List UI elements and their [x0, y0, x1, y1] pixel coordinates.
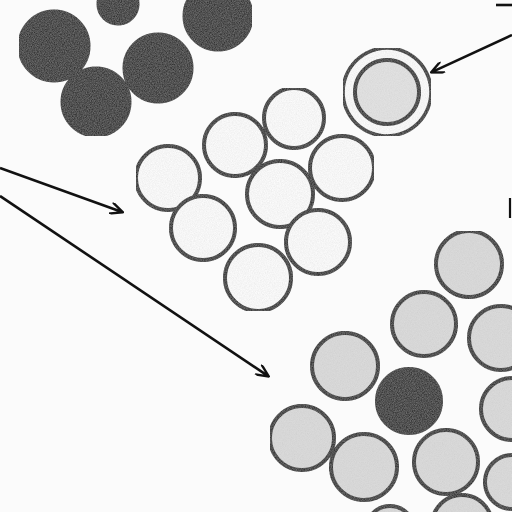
open-particle [284, 208, 352, 276]
open-particle [308, 134, 376, 202]
dark-particle [122, 32, 194, 104]
dark-particle [182, 0, 254, 52]
open-particle [202, 112, 268, 178]
gray-particle [467, 304, 512, 372]
inner-particle [353, 58, 421, 126]
gray-cluster [268, 229, 512, 512]
gray-particle [371, 504, 409, 512]
gray-particle [329, 432, 399, 502]
open-cluster [134, 86, 376, 313]
open-particle [134, 144, 202, 212]
gray-particle [483, 453, 512, 511]
gray-particle [310, 331, 380, 401]
dark-particle [60, 66, 132, 138]
dark-cluster [17, 0, 254, 138]
open-particle [223, 243, 293, 313]
dark-particle [96, 0, 140, 26]
dark-particle [375, 367, 443, 435]
arrow-to-gray [0, 194, 268, 376]
gray-particle [390, 290, 458, 358]
arrows [0, 3, 512, 376]
gray-particle [479, 376, 512, 442]
gray-particle [432, 493, 492, 512]
gray-particle [412, 428, 480, 496]
open-particle [245, 159, 315, 229]
dark-particle [17, 9, 91, 83]
ringed-circle [341, 46, 433, 138]
gray-particle [268, 404, 336, 472]
arrow-to-ring [432, 33, 512, 72]
gray-particle [434, 229, 504, 299]
open-particle [262, 86, 326, 150]
arrow-to-open [0, 166, 122, 212]
open-particle [169, 194, 237, 262]
